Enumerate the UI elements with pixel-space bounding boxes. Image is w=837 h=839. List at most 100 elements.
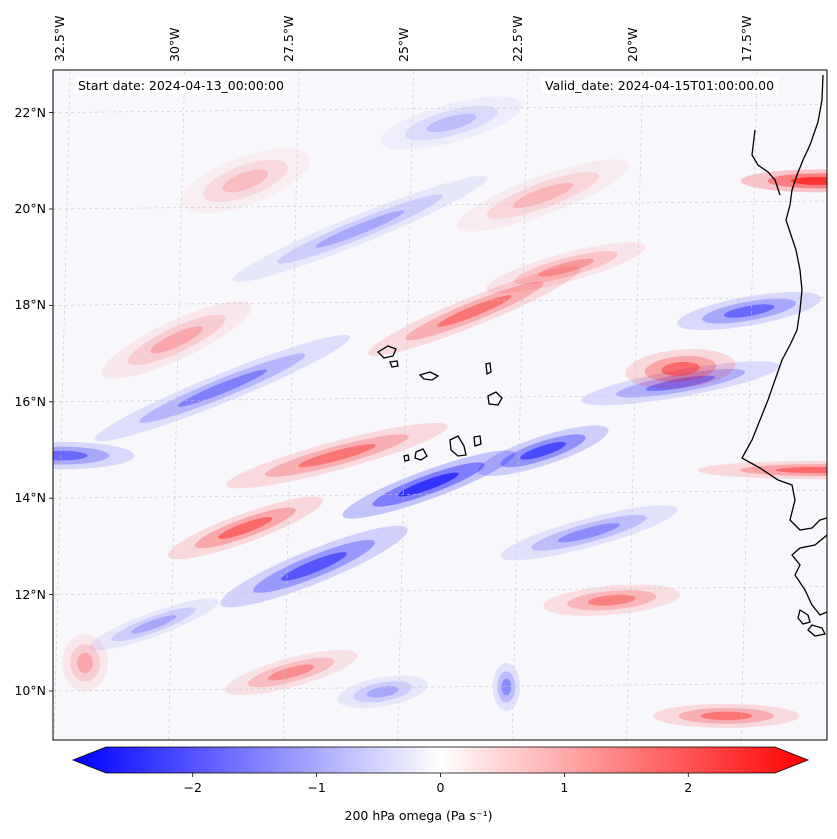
omega-contour-band (315, 210, 405, 248)
omega-negative-anomaly (477, 425, 609, 477)
start-date-label: Start date: 2024-04-13_00:00:00 (74, 77, 288, 94)
omega-contour-band (267, 664, 315, 681)
omega-contour-band (194, 507, 296, 549)
omega-positive-anomaly (180, 148, 311, 214)
omega-negative-anomaly (220, 525, 408, 608)
omega-contour-band (702, 298, 797, 324)
omega-contour-band (492, 662, 521, 712)
island-small-2 (807, 624, 826, 637)
omega-negative-anomaly (342, 450, 515, 519)
omega-contour-band (247, 657, 335, 688)
omega-contour-band (150, 326, 203, 354)
omega-contour-band (89, 598, 219, 651)
omega-contour-band (661, 361, 700, 376)
omega-positive-anomaly (226, 422, 448, 489)
omega-contour-band (53, 450, 88, 461)
colorbar (71, 746, 810, 777)
omega-contour-band (368, 266, 581, 356)
valid-date-label: Valid_date: 2024-04-15T01:00:00.00 (541, 77, 779, 94)
omega-contour-band (180, 148, 311, 214)
africa-coastline-south (791, 534, 827, 616)
colorbar-tick-label: 0 (436, 780, 445, 795)
omega-contour-band (678, 708, 774, 724)
omega-negative-anomaly (94, 334, 350, 442)
colorbar-tick-label: 1 (560, 780, 569, 795)
meridian-line (511, 70, 529, 740)
omega-contour-band (298, 444, 376, 468)
lon-tick-label: 27.5°W (281, 15, 297, 62)
omega-positive-anomaly (543, 584, 681, 616)
omega-contour-band (697, 460, 827, 480)
omega-contour-band (520, 441, 566, 460)
lat-tick-marks (49, 112, 53, 692)
omega-positive-anomaly (652, 703, 800, 728)
omega-contour-band (203, 159, 288, 203)
omega-contour-band (557, 523, 620, 543)
omega-contour-band (265, 434, 409, 477)
omega-contour-band (497, 671, 516, 703)
omega-positive-anomaly (486, 242, 646, 294)
omega-contour-band (177, 369, 268, 407)
lat-tick-label: 16°N (14, 393, 46, 409)
omega-negative-anomaly (581, 361, 780, 406)
meridian-line (282, 70, 300, 740)
map-frame (52, 69, 828, 741)
omega-contour-band (514, 251, 618, 285)
meridian-line (626, 70, 643, 740)
omega-contour-band (366, 686, 399, 698)
omega-negative-anomaly (337, 675, 428, 709)
omega-contour-band (232, 175, 488, 283)
meridian-line (740, 70, 758, 740)
omega-contour-band (486, 242, 646, 294)
omega-contour-band (723, 304, 775, 318)
omega-negative-anomaly (500, 505, 678, 561)
omega-contour-band (477, 425, 609, 477)
omega-contour-band (218, 516, 273, 539)
lon-tick-label: 20°W (624, 27, 640, 62)
omega-contour-band (486, 171, 600, 219)
omega-contour-band (512, 182, 574, 208)
omega-contour-band (676, 291, 822, 331)
colorbar-tick-label: −1 (307, 780, 326, 795)
omega-positive-anomaly (625, 349, 736, 389)
omega-contour-band (437, 295, 512, 327)
omega-contour-band (380, 96, 523, 150)
omega-contour-band (111, 607, 196, 642)
omega-contour-band (94, 334, 350, 442)
omega-contour-band (353, 681, 413, 703)
omega-positive-anomaly (101, 300, 252, 379)
island-maio (473, 435, 482, 447)
omega-positive-anomaly (224, 649, 358, 696)
omega-contour-band (790, 176, 827, 185)
lon-tick-label: 17.5°W (739, 15, 755, 62)
omega-contour-band (587, 594, 636, 606)
island-small-1 (797, 608, 811, 625)
omega-contour-band (398, 472, 459, 497)
island-boa-vista (487, 391, 503, 406)
graticule (53, 70, 827, 740)
colorbar-label: 200 hPa omega (Pa s⁻¹) (344, 808, 493, 823)
island-santo-antao (376, 345, 397, 359)
island-sao-vicente (389, 360, 399, 368)
omega-contour-band (531, 514, 647, 551)
omega-contour-band (53, 441, 135, 470)
omega-contour-band (501, 678, 512, 696)
omega-contour-band (405, 281, 544, 341)
lat-tick-label: 14°N (14, 490, 46, 506)
omega-contour-band (139, 353, 306, 423)
coastlines (376, 74, 827, 637)
omega-contour-band (775, 466, 827, 474)
colorbar-outline (71, 746, 810, 774)
omega-contour-band (281, 552, 347, 581)
omega-positive-anomaly (368, 266, 581, 356)
omega-contour-band (405, 105, 498, 141)
meridian-line (53, 70, 71, 740)
lat-tick-label: 18°N (14, 297, 46, 313)
omega-contour-band (337, 675, 428, 709)
colorbar-tick-label: 2 (684, 780, 693, 795)
map-area[interactable] (0, 70, 837, 740)
omega-contour-band (700, 711, 752, 721)
omega-contour-band (645, 375, 716, 391)
omega-contour-band (456, 159, 630, 232)
